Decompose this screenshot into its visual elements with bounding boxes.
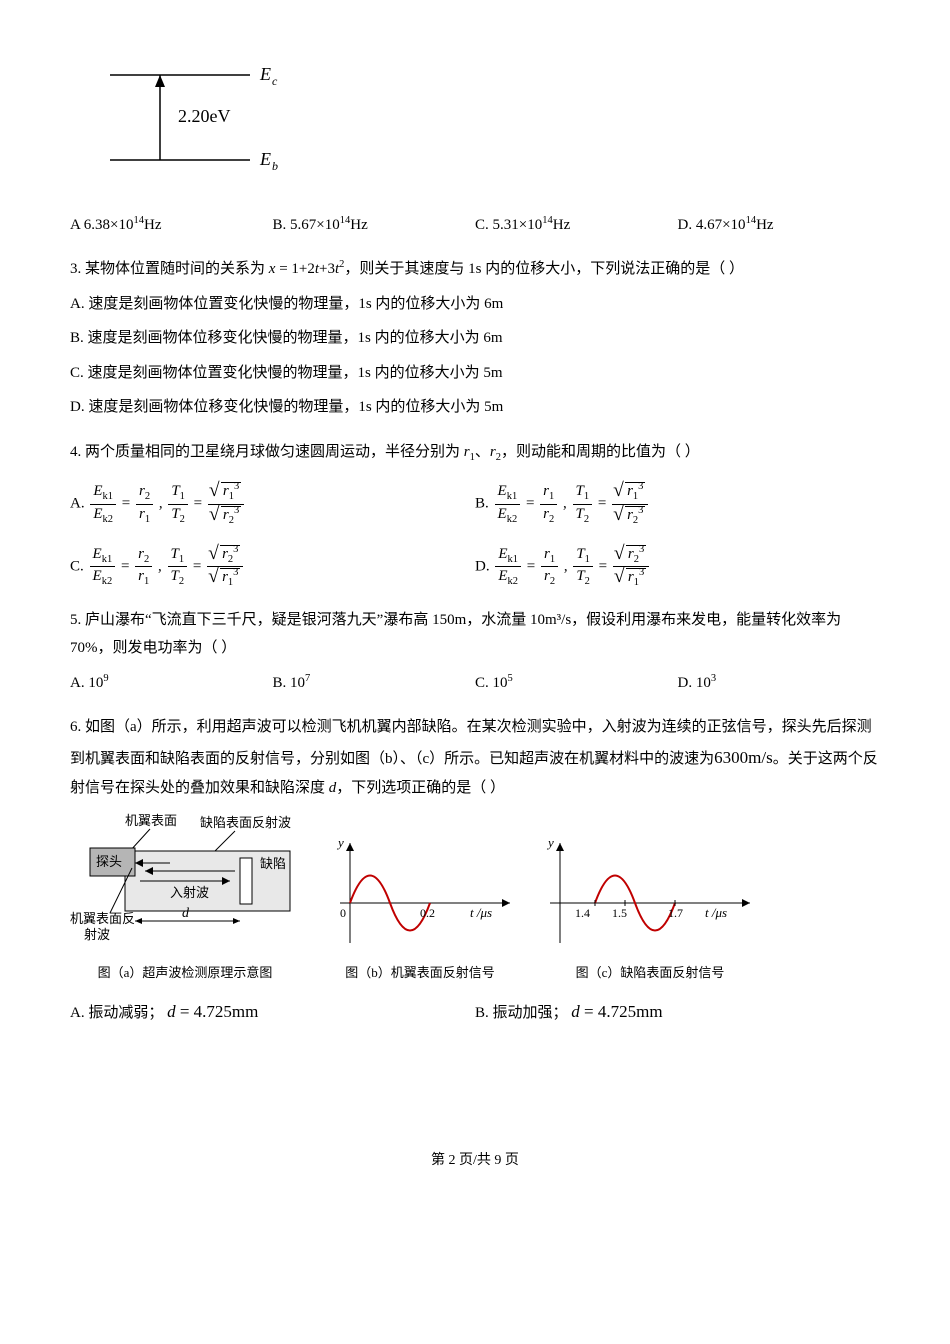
q6-fig-c: y 1.4 1.5 1.7 t /μs 图（c）缺陷表面反射信号 [540,833,760,986]
q3-opt-c: C. 速度是刻画物体位置变化快慢的物理量，1s 内的位移大小为 5m [70,359,880,388]
fig-a-d-label: d [182,906,190,921]
q3: 3. 某物体位置随时间的关系为 x = 1+2t+3t2，则关于其速度与 1s … [70,255,880,422]
fig-b-caption: 图（b）机翼表面反射信号 [320,961,520,986]
fig-a-defect-label: 缺陷 [260,856,286,871]
energy-level-diagram: E c E b 2.20eV [100,60,880,191]
q6-stem: 6. 如图（a）所示，利用超声波可以检测飞机机翼内部缺陷。在某次检测实验中，入射… [70,719,878,796]
energy-diagram-svg: E c E b 2.20eV [100,60,320,180]
svg-text:1.5: 1.5 [612,906,627,920]
q3-opt-d: D. 速度是刻画物体位移变化快慢的物理量，1s 内的位移大小为 5m [70,393,880,422]
q2-opt-d: D. 4.67×1014Hz [678,211,881,240]
svg-text:0.2: 0.2 [420,906,435,920]
q6-fig-a: 机翼表面 缺陷表面反射波 探头 缺陷 入射波 [70,813,300,986]
q2-options: A 6.38×1014Hz B. 5.67×1014Hz C. 5.31×101… [70,211,880,240]
svg-text:1.7: 1.7 [668,906,683,920]
svg-text:机翼表面反: 机翼表面反 [70,911,135,926]
svg-text:1.4: 1.4 [575,906,590,920]
q2-opt-a: A 6.38×1014Hz [70,211,273,240]
q6-figures: 机翼表面 缺陷表面反射波 探头 缺陷 入射波 [70,813,880,986]
fig-a-incident-label: 入射波 [170,885,209,900]
svg-text:E: E [259,149,271,169]
q5-opt-b: B. 107 [273,669,476,698]
svg-text:t /μs: t /μs [470,905,492,920]
q4-opt-b: B. Ek1Ek2 = r1r2 , T1T2 = r13 r23 [475,481,880,527]
svg-text:y: y [336,835,344,850]
q4-opt-d: D. Ek1Ek2 = r1r2 , T1T2 = r23 r13 [475,544,880,590]
svg-text:射波: 射波 [84,927,110,942]
svg-text:0: 0 [340,906,346,920]
svg-text:b: b [272,159,278,173]
q4-opt-c: C. Ek1Ek2 = r2r1 , T1T2 = r23 r13 [70,544,475,590]
q6-opt-b: B. 振动加强； d = 4.725mm [475,996,880,1028]
q3-stem: 3. 某物体位置随时间的关系为 x = 1+2t+3t2，则关于其速度与 1s … [70,261,744,277]
fig-a-caption: 图（a）超声波检测原理示意图 [70,961,300,986]
fig-c-caption: 图（c）缺陷表面反射信号 [540,961,760,986]
q4: 4. 两个质量相同的卫星绕月球做匀速圆周运动，半径分别为 r1、r2，则动能和周… [70,438,880,590]
q3-opt-a: A. 速度是刻画物体位置变化快慢的物理量，1s 内的位移大小为 6m [70,290,880,319]
svg-text:t /μs: t /μs [705,905,727,920]
q6-fig-b: y 0 0.2 t /μs 图（b）机翼表面反射信号 [320,833,520,986]
q5-opt-c: C. 105 [475,669,678,698]
q3-opt-b: B. 速度是刻画物体位移变化快慢的物理量，1s 内的位移大小为 6m [70,324,880,353]
q5-stem: 5. 庐山瀑布“飞流直下三千尺，疑是银河落九天”瀑布高 150m，水流量 10m… [70,612,841,657]
q2-opt-c: C. 5.31×1014Hz [475,211,678,240]
energy-gap-text: 2.20eV [178,106,231,126]
fig-a-probe-label: 探头 [96,854,122,869]
fig-a-surface-label: 机翼表面 [125,813,177,828]
q6-opt-a: A. 振动减弱； d = 4.725mm [70,996,475,1028]
q5: 5. 庐山瀑布“飞流直下三千尺，疑是银河落九天”瀑布高 150m，水流量 10m… [70,606,880,698]
q2-opt-b: B. 5.67×1014Hz [273,211,476,240]
q5-opt-d: D. 103 [678,669,881,698]
q4-opt-a: A. Ek1Ek2 = r2r1 , T1T2 = r13 r23 [70,481,475,527]
q4-stem: 4. 两个质量相同的卫星绕月球做匀速圆周运动，半径分别为 r1、r2，则动能和周… [70,444,700,460]
q6: 6. 如图（a）所示，利用超声波可以检测飞机机翼内部缺陷。在某次检测实验中，入射… [70,713,880,1028]
svg-text:y: y [546,835,554,850]
q5-opt-a: A. 109 [70,669,273,698]
svg-text:c: c [272,74,278,88]
fig-a-defect-wave-label: 缺陷表面反射波 [200,815,291,830]
svg-text:E: E [259,64,271,84]
page-footer: 第 2 页/共 9 页 [70,1148,880,1175]
